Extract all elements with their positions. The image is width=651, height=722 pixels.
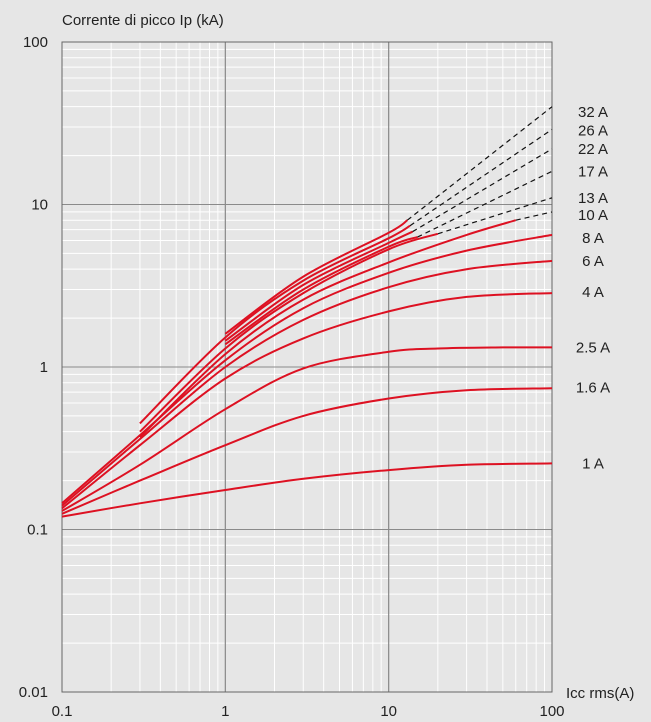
series-line-22a xyxy=(224,230,413,342)
series-line-32a xyxy=(224,219,408,335)
y-axis-title: Corrente di picco Ip (kA) xyxy=(62,12,224,29)
series-line-26a xyxy=(139,224,411,425)
x-tick-label: 100 xyxy=(539,703,564,720)
series-line-2-5a xyxy=(61,346,553,512)
y-tick-label: 1 xyxy=(40,359,48,376)
series-extrapolation-32a xyxy=(406,106,553,221)
series-extrapolation-13a xyxy=(437,197,553,235)
series-line-4a xyxy=(61,292,553,510)
series-labels: 1 A 1.6 A 2.5 A 4 A 6 A 8 A 10 A13 A 17 A 22 A26… xyxy=(576,104,610,472)
x-tick-label: 1 xyxy=(221,703,229,720)
series-label-4a: 4 A xyxy=(582,284,604,301)
series-line-8a xyxy=(61,233,553,505)
y-tick-label: 0.1 xyxy=(27,522,48,539)
series-line-6a xyxy=(61,259,553,507)
series-label-1-6a: 1.6 A xyxy=(576,379,610,396)
series-extrapolation-22a xyxy=(412,148,553,233)
x-tick-labels: 0.1 1 10 100 xyxy=(52,703,565,720)
series-label-26a: 26 A xyxy=(578,123,608,140)
y-tick-label: 10 xyxy=(31,197,48,214)
series-label-10a: 10 A xyxy=(578,207,608,224)
series-label-32a: 32 A xyxy=(578,104,608,121)
series-line-17a xyxy=(224,236,418,346)
series-label-8a: 8 A xyxy=(582,230,604,247)
series-label-13a: 13 A xyxy=(578,190,608,207)
plot-frame xyxy=(61,41,553,693)
series-label-6a: 6 A xyxy=(582,253,604,270)
series-line-13a xyxy=(139,232,439,433)
series-extrapolation-26a xyxy=(409,128,553,227)
extrapolated-dashed-lines xyxy=(406,106,553,238)
series-extrapolation-10a xyxy=(515,211,553,221)
series-label-17a: 17 A xyxy=(578,163,608,180)
x-axis-title: Icc rms(A) xyxy=(566,685,634,702)
series-line-1-6a xyxy=(61,387,553,515)
y-tick-label: 0.01 xyxy=(19,684,48,701)
series-extrapolation-17a xyxy=(417,170,553,238)
series-label-2-5a: 2.5 A xyxy=(576,339,610,356)
series-label-1a: 1 A xyxy=(582,455,604,472)
series-lines xyxy=(61,219,553,518)
series-line-10a xyxy=(139,219,517,438)
series-label-22a: 22 A xyxy=(578,141,608,158)
series-line-1a xyxy=(61,462,553,518)
x-tick-label: 0.1 xyxy=(52,703,73,720)
y-tick-label: 100 xyxy=(23,34,48,51)
x-tick-label: 10 xyxy=(380,703,397,720)
y-tick-labels: 0.01 0.1 1 10 100 xyxy=(19,34,48,701)
